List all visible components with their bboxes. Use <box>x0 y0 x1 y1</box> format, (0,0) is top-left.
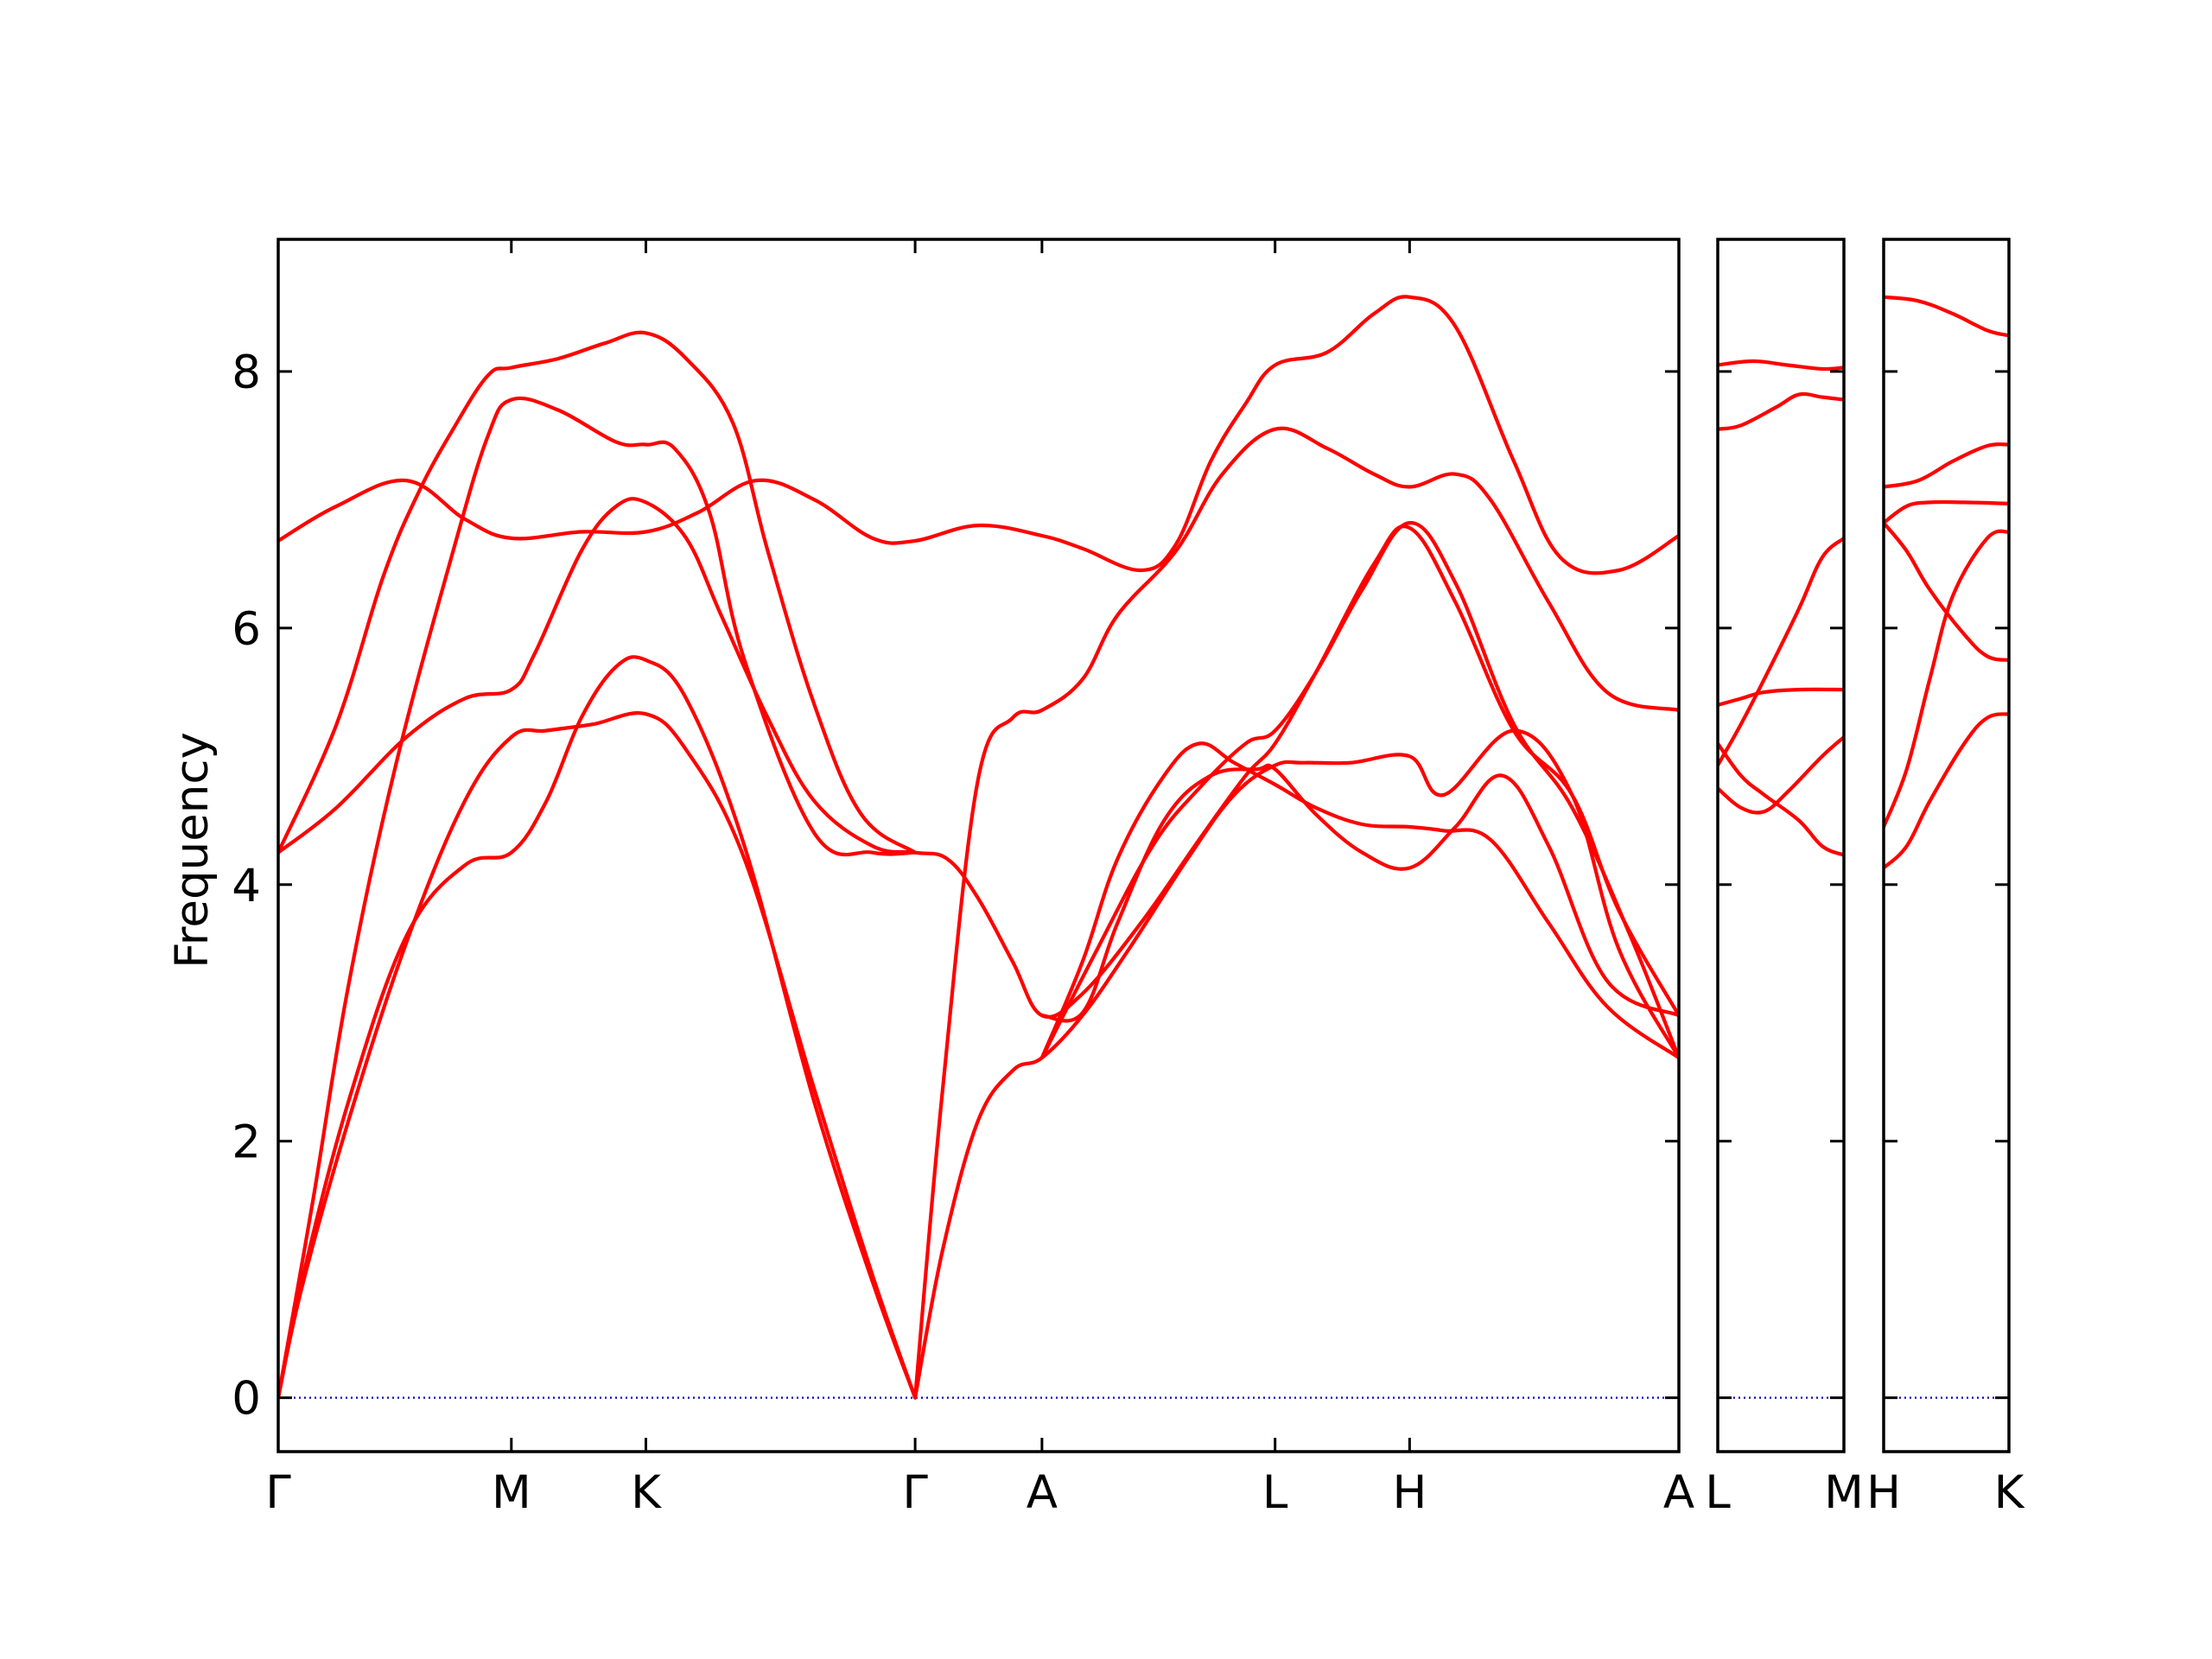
kpoint-label: H <box>1392 1466 1427 1519</box>
band-group <box>1884 295 2009 870</box>
y-tick-label: 4 <box>232 860 261 912</box>
kpoint-label: A <box>1663 1466 1694 1519</box>
band-line-2 <box>278 711 918 1400</box>
kpoint-label: K <box>1994 1466 2025 1519</box>
y-tick-label: 2 <box>232 1116 261 1169</box>
band-line-2 <box>1718 391 1844 431</box>
band-line-5 <box>278 330 918 855</box>
kpoint-label: M <box>1824 1466 1864 1519</box>
kpoint-label: A <box>1027 1466 1058 1519</box>
kpoint-label: L <box>1705 1466 1731 1519</box>
panel-frame <box>276 238 1681 1453</box>
band-line-6 <box>278 295 1679 575</box>
band-group <box>1718 359 1844 857</box>
panel-frame <box>1882 238 2011 1453</box>
band-line-11 <box>1039 521 1679 1060</box>
y-axis-label: Frequency <box>166 732 219 969</box>
band-line-6 <box>1884 712 2009 870</box>
kpoint-label: M <box>492 1466 531 1519</box>
band-line-3 <box>1718 687 1844 707</box>
band-line-9 <box>1039 741 1679 1060</box>
band-line-4 <box>1718 536 1844 767</box>
kpoint-label: L <box>1262 1466 1288 1519</box>
band-group <box>278 295 1679 1400</box>
band-line-8 <box>913 426 1679 1400</box>
band-line-1 <box>1718 359 1844 372</box>
y-tick-label: 6 <box>232 603 261 656</box>
band-line-3 <box>278 396 918 1400</box>
band-line-6 <box>1718 734 1844 815</box>
band-line-5 <box>1718 741 1844 857</box>
band-line-3 <box>1884 499 2009 525</box>
band-line-10 <box>1039 763 1679 1023</box>
panel-frame <box>1716 238 1846 1453</box>
panel-1: 0 2 4 6 8 Γ M K Γ A L H A <box>232 238 1694 1519</box>
band-line-5 <box>1884 529 2009 830</box>
band-line-1 <box>1884 295 2009 338</box>
kpoint-label: K <box>631 1466 662 1519</box>
kpoint-label: H <box>1866 1466 1901 1519</box>
y-tick-label: 0 <box>232 1373 261 1426</box>
kpoint-label: Γ <box>902 1466 928 1519</box>
band-line-2 <box>1884 442 2009 489</box>
band-line-4 <box>278 497 1679 1019</box>
kpoint-label: Γ <box>265 1466 291 1519</box>
y-tick-label: 8 <box>232 346 261 399</box>
band-line-1 <box>278 655 918 1400</box>
